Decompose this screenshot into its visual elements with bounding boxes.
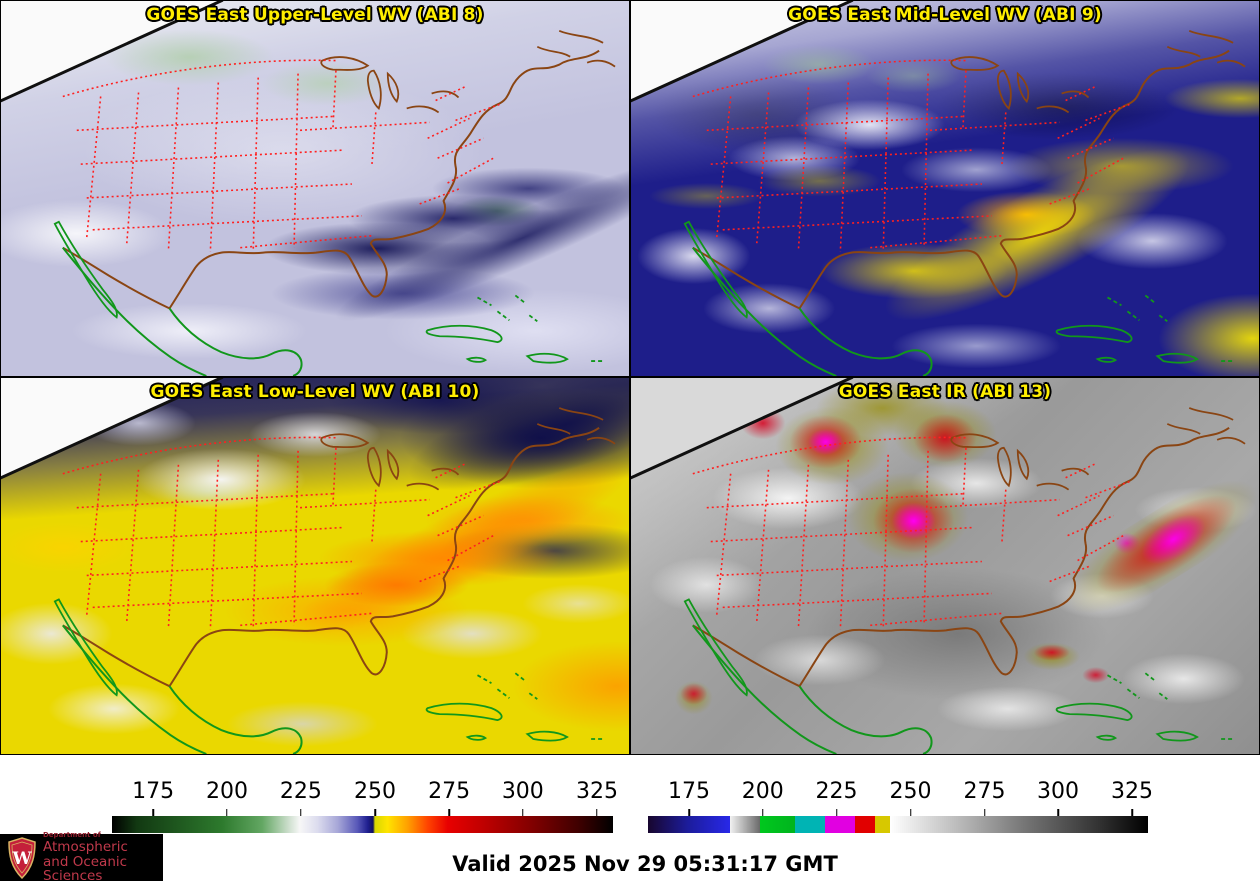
logo-line-1: Atmospheric — [43, 839, 128, 856]
colorbar-tick-label: 175 — [132, 779, 175, 804]
colorbar-tick-mark — [909, 809, 912, 816]
colorbar-water-vapor: 175 200 225 250 275 300 325 — [112, 779, 618, 833]
colorbar-tick-label: 175 — [668, 779, 710, 804]
colorbar-tick-mark — [374, 809, 376, 816]
colorbar-tick-mark — [448, 809, 450, 816]
colorbar-tick-mark — [596, 809, 598, 816]
colorbar-tick-label: 250 — [889, 779, 932, 804]
colorbar-tick-mark — [835, 809, 838, 816]
colorbar-tick-label: 225 — [815, 779, 858, 804]
infrared-gradient-bar — [648, 816, 1148, 833]
panel-title: GOES East IR (ABI 13) — [838, 382, 1052, 402]
uw-crest-icon: W — [8, 836, 36, 879]
colorbar-tick-label: 200 — [205, 779, 248, 804]
colorbar-tick-label: 225 — [279, 779, 322, 804]
logo-line-2: and Oceanic Sciences — [43, 853, 128, 881]
logo-dept-line: Department of — [43, 831, 101, 840]
panel-ir: GOES East IR (ABI 13) — [630, 377, 1260, 755]
logo-text-block: Department of Atmospheric and Oceanic Sc… — [43, 831, 163, 881]
panel-mid-level-wv: GOES East Mid-Level WV (ABI 9) — [630, 0, 1260, 377]
panel-title: GOES East Mid-Level WV (ABI 9) — [788, 5, 1102, 25]
colorbar-tick-mark — [688, 809, 690, 816]
colorbar-tick-label: 300 — [1037, 779, 1079, 804]
panel-upper-level-wv: GOES East Upper-Level WV (ABI 8) — [0, 0, 630, 377]
colorbar-tick-label: 325 — [575, 779, 618, 804]
valid-timestamp: Valid 2025 Nov 29 05:31:17 GMT — [452, 852, 838, 876]
colorbar-tick-mark — [522, 809, 524, 816]
colorbar-tick-mark — [983, 809, 986, 816]
colorbar-tick-label: 200 — [741, 779, 784, 804]
panel-title: GOES East Upper-Level WV (ABI 8) — [146, 5, 484, 25]
colorbar-tick-mark — [1131, 809, 1133, 816]
colorbar-tick-label: 250 — [354, 779, 397, 804]
uw-aos-logo: W Department of Atmospheric and Oceanic … — [0, 831, 163, 881]
colorbar-tick-mark — [1057, 809, 1059, 816]
svg-text:W: W — [11, 849, 32, 869]
panel-title: GOES East Low-Level WV (ABI 10) — [150, 382, 480, 402]
colorbar-tick-mark — [226, 809, 228, 816]
colorbar-tick-label: 300 — [501, 779, 544, 804]
colorbar-tick-label: 275 — [963, 779, 1006, 804]
colorbar-infrared: 175 200 225 250 275 300 325 — [648, 779, 1153, 833]
colorbar-tick-label: 275 — [428, 779, 471, 804]
water-vapor-gradient-bar — [112, 816, 613, 833]
colorbar-tick-mark — [152, 809, 154, 816]
panel-low-level-wv: GOES East Low-Level WV (ABI 10) — [0, 377, 630, 755]
colorbar-tick-mark — [300, 809, 302, 816]
colorbar-tick-mark — [762, 809, 764, 816]
colorbar-tick-label: 325 — [1111, 779, 1153, 804]
